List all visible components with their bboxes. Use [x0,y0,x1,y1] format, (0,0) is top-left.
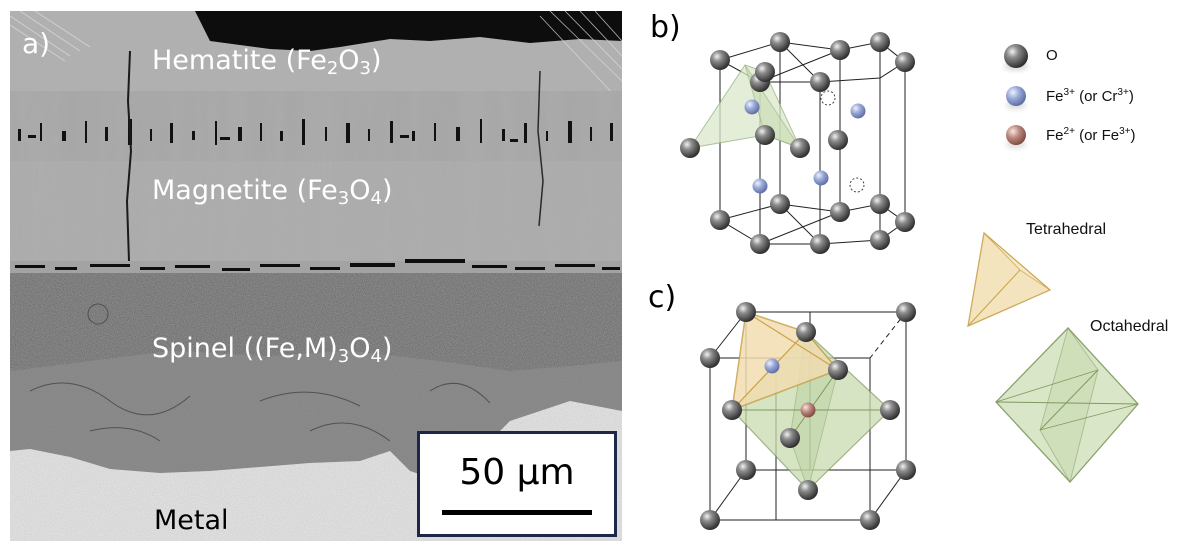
crack-right [537,70,544,227]
pore-line [15,259,620,271]
hematite-label: Hematite (Fe2O3) [152,45,382,79]
tetrahedron-icon [967,231,1052,328]
legend-oxygen-label: O [1046,47,1058,64]
panel-c-label: c) [648,280,677,315]
fe3-atom [744,99,760,115]
tetrahedral-label: Tetrahedral [1026,221,1107,238]
polish-scratches [10,11,622,97]
sem-micrograph: a) Hematite (Fe2O3) Magnetite (Fe3O4) Sp… [10,11,622,541]
panel-a-label: a) [22,27,51,60]
scale-bar [442,510,592,515]
micrograph-image [10,11,622,541]
spinel-structure [700,302,916,530]
scale-bar-box: 50 µm [417,431,617,537]
crack-left [125,50,133,262]
legend-atoms [1004,44,1028,148]
fe3-atom [764,358,780,374]
panel-b-label: b) [650,10,681,45]
legend-fe3-atom [1006,86,1026,106]
octahedron-icon [995,326,1139,484]
metal-label: Metal [154,505,229,536]
fe3-atom [813,170,829,186]
mounting-resin [195,11,622,51]
octahedral-label: Octahedral [1090,318,1169,335]
scale-bar-label: 50 µm [459,452,575,493]
hematite-structure [680,32,915,254]
vacancy-site [820,90,836,106]
legend-oxygen-atom [1004,44,1028,68]
spinel-label: Spinel ((Fe,M)3O4) [152,333,393,367]
fe3-atom [850,103,866,119]
legend-fe2-atom [1006,125,1026,145]
magnetite-label: Magnetite (Fe3O4) [152,175,393,209]
legend-fe2-label: Fe2+ (or Fe3+) [1046,126,1136,144]
spinel-features [29,303,491,442]
legend-fe3-label: Fe3+ (or Cr3+) [1046,87,1134,105]
fe2-atom [800,402,816,418]
fe3-atom [752,178,768,194]
vacancy-site [849,177,865,193]
